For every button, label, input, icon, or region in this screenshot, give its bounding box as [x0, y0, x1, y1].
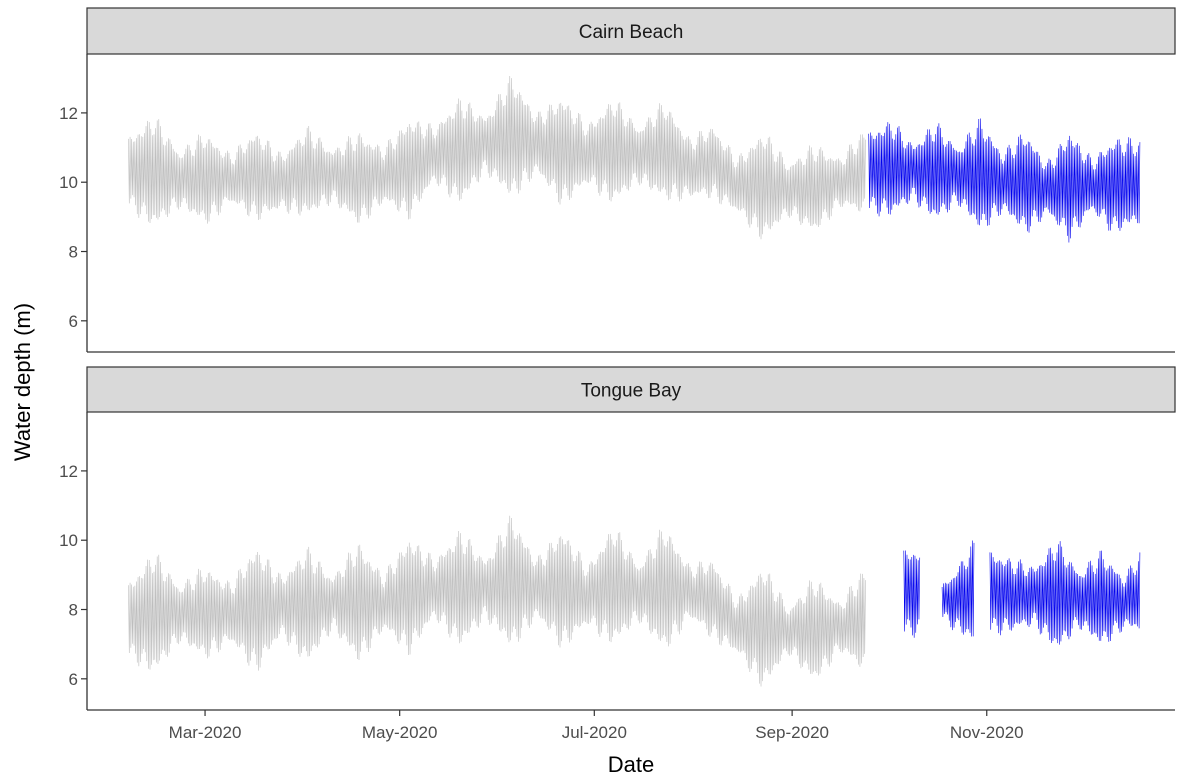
y-tick-label: 8 [69, 243, 78, 262]
y-tick-label: 6 [69, 312, 78, 331]
chart-panels: Cairn Beach 6 8 10 12 Tongue Bay 6 8 10 12 [59, 7, 1176, 711]
facet-strip [86, 7, 1176, 55]
series-blue-1 [903, 550, 921, 638]
x-axis-title: Date [608, 752, 654, 777]
y-tick-label: 10 [59, 531, 78, 550]
series-grey-0 [128, 515, 866, 687]
panel-1: Tongue Bay 6 8 10 12 [59, 366, 1176, 711]
y-tick-label: 6 [69, 670, 78, 689]
y-axis-title: Water depth (m) [10, 303, 35, 461]
y-tick-label: 10 [59, 173, 78, 192]
series-blue-2 [941, 540, 975, 637]
x-axis: Mar-2020 May-2020 Jul-2020 Sep-2020 Nov-2020 [169, 710, 1024, 742]
panel-0: Cairn Beach 6 8 10 12 [59, 7, 1176, 353]
y-tick-label: 12 [59, 104, 78, 123]
facet-strip-label: Tongue Bay [581, 381, 682, 402]
x-tick-label: May-2020 [362, 723, 438, 742]
series-blue-3 [989, 541, 1141, 645]
series-grey-0 [128, 76, 866, 240]
facet-strip [86, 366, 1176, 413]
facet-strip-label: Cairn Beach [579, 22, 684, 43]
x-tick-label: Mar-2020 [169, 723, 242, 742]
series-blue-1 [868, 118, 1141, 243]
y-tick-label: 8 [69, 601, 78, 620]
x-tick-label: Sep-2020 [755, 723, 829, 742]
x-tick-label: Jul-2020 [562, 723, 627, 742]
x-tick-label: Nov-2020 [950, 723, 1024, 742]
y-tick-label: 12 [59, 462, 78, 481]
